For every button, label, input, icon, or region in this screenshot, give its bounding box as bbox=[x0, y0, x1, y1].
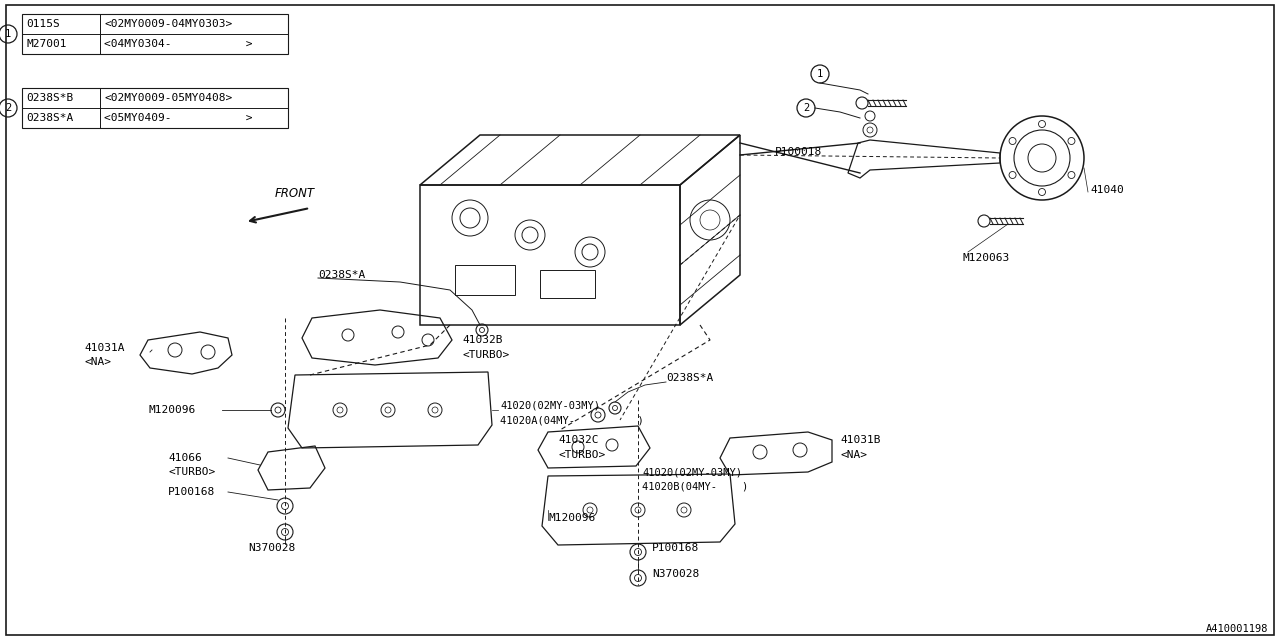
Bar bbox=[22, 88, 288, 128]
Bar bbox=[454, 265, 515, 295]
Text: <TURBO>: <TURBO> bbox=[558, 450, 605, 460]
Text: <NA>: <NA> bbox=[84, 357, 111, 367]
Text: M120096: M120096 bbox=[148, 405, 196, 415]
Text: 41020(02MY-03MY): 41020(02MY-03MY) bbox=[500, 400, 600, 410]
Text: <TURBO>: <TURBO> bbox=[168, 467, 215, 477]
Text: <05MY0409-           >: <05MY0409- > bbox=[104, 113, 252, 123]
Text: 0238S*A: 0238S*A bbox=[26, 113, 73, 123]
Text: M120063: M120063 bbox=[963, 253, 1009, 263]
Bar bbox=[22, 14, 288, 54]
Text: 41040: 41040 bbox=[1091, 185, 1124, 195]
Text: P100168: P100168 bbox=[652, 543, 699, 553]
Text: <TURBO>: <TURBO> bbox=[462, 350, 509, 360]
Text: P100018: P100018 bbox=[774, 147, 822, 157]
Text: 41032C: 41032C bbox=[558, 435, 599, 445]
Bar bbox=[540, 270, 595, 298]
Text: M27001: M27001 bbox=[26, 39, 67, 49]
Text: N370028: N370028 bbox=[652, 569, 699, 579]
Text: 41066: 41066 bbox=[168, 453, 202, 463]
Text: 1: 1 bbox=[817, 69, 823, 79]
Text: P100168: P100168 bbox=[168, 487, 215, 497]
Text: 0238S*A: 0238S*A bbox=[317, 270, 365, 280]
Text: 0238S*A: 0238S*A bbox=[666, 373, 713, 383]
Text: N370028: N370028 bbox=[248, 543, 296, 553]
Text: 1: 1 bbox=[5, 29, 12, 39]
Text: 0115S: 0115S bbox=[26, 19, 60, 29]
Text: 41032B: 41032B bbox=[462, 335, 503, 345]
Text: <02MY0009-04MY0303>: <02MY0009-04MY0303> bbox=[104, 19, 232, 29]
Text: FRONT: FRONT bbox=[275, 187, 315, 200]
Text: 2: 2 bbox=[5, 103, 12, 113]
Text: <NA>: <NA> bbox=[840, 450, 867, 460]
Text: 41031A: 41031A bbox=[84, 343, 124, 353]
Text: 0238S*B: 0238S*B bbox=[26, 93, 73, 103]
Text: 41020A(04MY-          ): 41020A(04MY- ) bbox=[500, 415, 644, 425]
Text: A410001198: A410001198 bbox=[1206, 624, 1268, 634]
Text: <02MY0009-05MY0408>: <02MY0009-05MY0408> bbox=[104, 93, 232, 103]
Text: 41020(02MY-03MY): 41020(02MY-03MY) bbox=[643, 467, 742, 477]
Text: 41031B: 41031B bbox=[840, 435, 881, 445]
Text: M120096: M120096 bbox=[548, 513, 595, 523]
Text: 41020B(04MY-    ): 41020B(04MY- ) bbox=[643, 481, 749, 491]
Text: <04MY0304-           >: <04MY0304- > bbox=[104, 39, 252, 49]
Text: 2: 2 bbox=[803, 103, 809, 113]
